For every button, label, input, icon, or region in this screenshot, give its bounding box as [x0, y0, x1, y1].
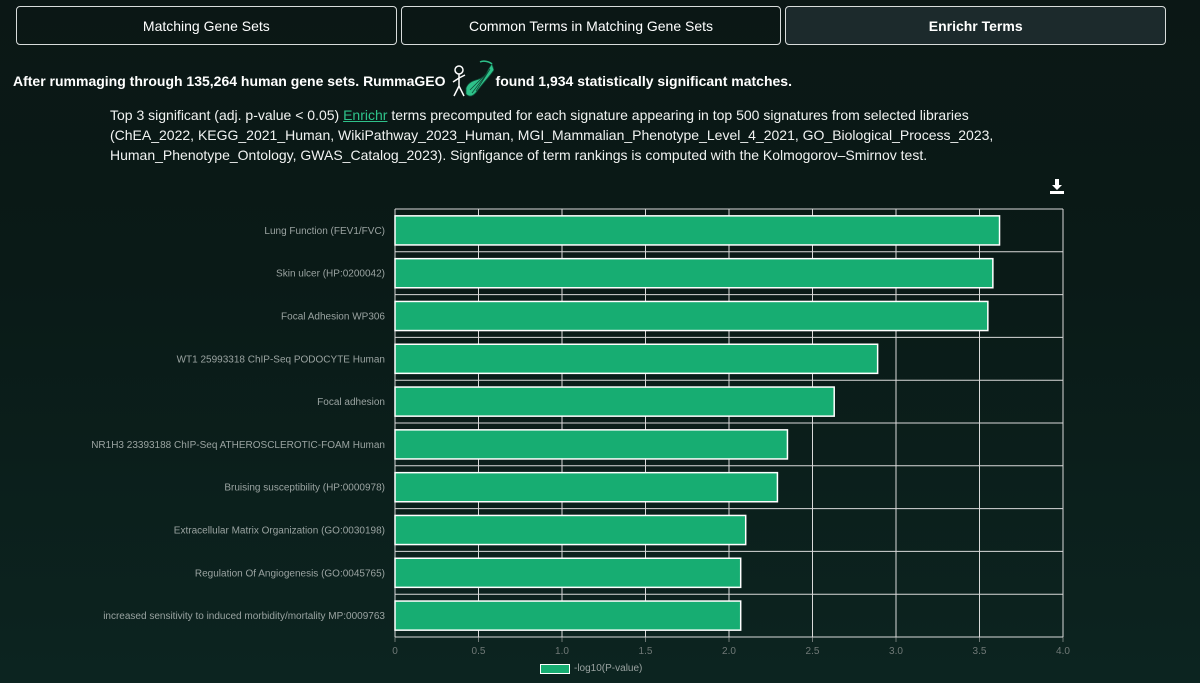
y-category-label: Focal Adhesion WP306 — [281, 312, 385, 323]
x-tick-label: 1.0 — [555, 646, 569, 657]
x-tick-label: 0.5 — [472, 646, 486, 657]
bar[interactable] — [394, 557, 742, 589]
bar[interactable] — [394, 514, 747, 546]
y-category-label: Skin ulcer (HP:0200042) — [276, 269, 385, 280]
headline-before: After rummaging through 135,264 human ge… — [13, 73, 446, 89]
results-headline: After rummaging through 135,264 human ge… — [13, 60, 792, 102]
bar[interactable] — [394, 257, 994, 289]
enrichr-bar-chart: Lung Function (FEV1/FVC) Skin ulcer (HP:0… — [91, 208, 1070, 657]
y-category-label: increased sensitivity to induced morbidi… — [103, 611, 385, 622]
y-category-label: NR1H3 23393188 ChIP-Seq ATHEROSCLEROTIC-… — [91, 440, 385, 451]
legend-label: -log10(P-value) — [574, 663, 643, 674]
x-tick-label: 4.0 — [1056, 646, 1070, 657]
enrichr-link[interactable]: Enrichr — [343, 107, 388, 123]
y-category-label: Lung Function (FEV1/FVC) — [264, 226, 385, 237]
headline-after: found 1,934 statistically significant ma… — [495, 73, 792, 89]
tab-enrichr-terms[interactable]: Enrichr Terms — [785, 6, 1167, 45]
x-tick-label: 3.0 — [889, 646, 903, 657]
legend-swatch — [540, 663, 570, 674]
y-category-label: Focal adhesion — [317, 397, 385, 408]
bar[interactable] — [394, 343, 879, 375]
y-category-label: WT1 25993318 ChIP-Seq PODOCYTE Human — [177, 354, 385, 365]
y-category-label: Regulation Of Angiogenesis (GO:0045765) — [195, 568, 385, 579]
bar[interactable] — [394, 215, 1001, 246]
bar[interactable] — [394, 600, 742, 631]
bar[interactable] — [394, 471, 779, 503]
description-suffix: terms precomputed for each signature app… — [110, 107, 994, 163]
x-tick-label: 3.5 — [973, 646, 987, 657]
x-tick-label: 2.5 — [806, 646, 820, 657]
enrichr-description: Top 3 significant (adj. p-value < 0.05) … — [110, 105, 1010, 165]
tab-matching-gene-sets[interactable]: Matching Gene Sets — [16, 6, 397, 45]
download-icon[interactable] — [1048, 178, 1066, 194]
tab-bar: Matching Gene Sets Common Terms in Match… — [16, 6, 1167, 45]
x-tick-label: 1.5 — [639, 646, 653, 657]
rummageo-logo — [452, 60, 494, 97]
y-category-label: Bruising susceptibility (HP:0000978) — [224, 483, 385, 494]
bar[interactable] — [394, 386, 835, 417]
description-prefix: Top 3 significant (adj. p-value < 0.05) — [110, 107, 344, 123]
y-category-label: Extracellular Matrix Organization (GO:00… — [174, 526, 385, 537]
tab-common-terms[interactable]: Common Terms in Matching Gene Sets — [400, 6, 782, 45]
chart-legend: -log10(P-value) — [540, 663, 642, 674]
bar[interactable] — [394, 429, 789, 460]
x-tick-label: 0 — [392, 646, 398, 657]
bar[interactable] — [394, 300, 989, 332]
x-tick-label: 2.0 — [722, 646, 736, 657]
